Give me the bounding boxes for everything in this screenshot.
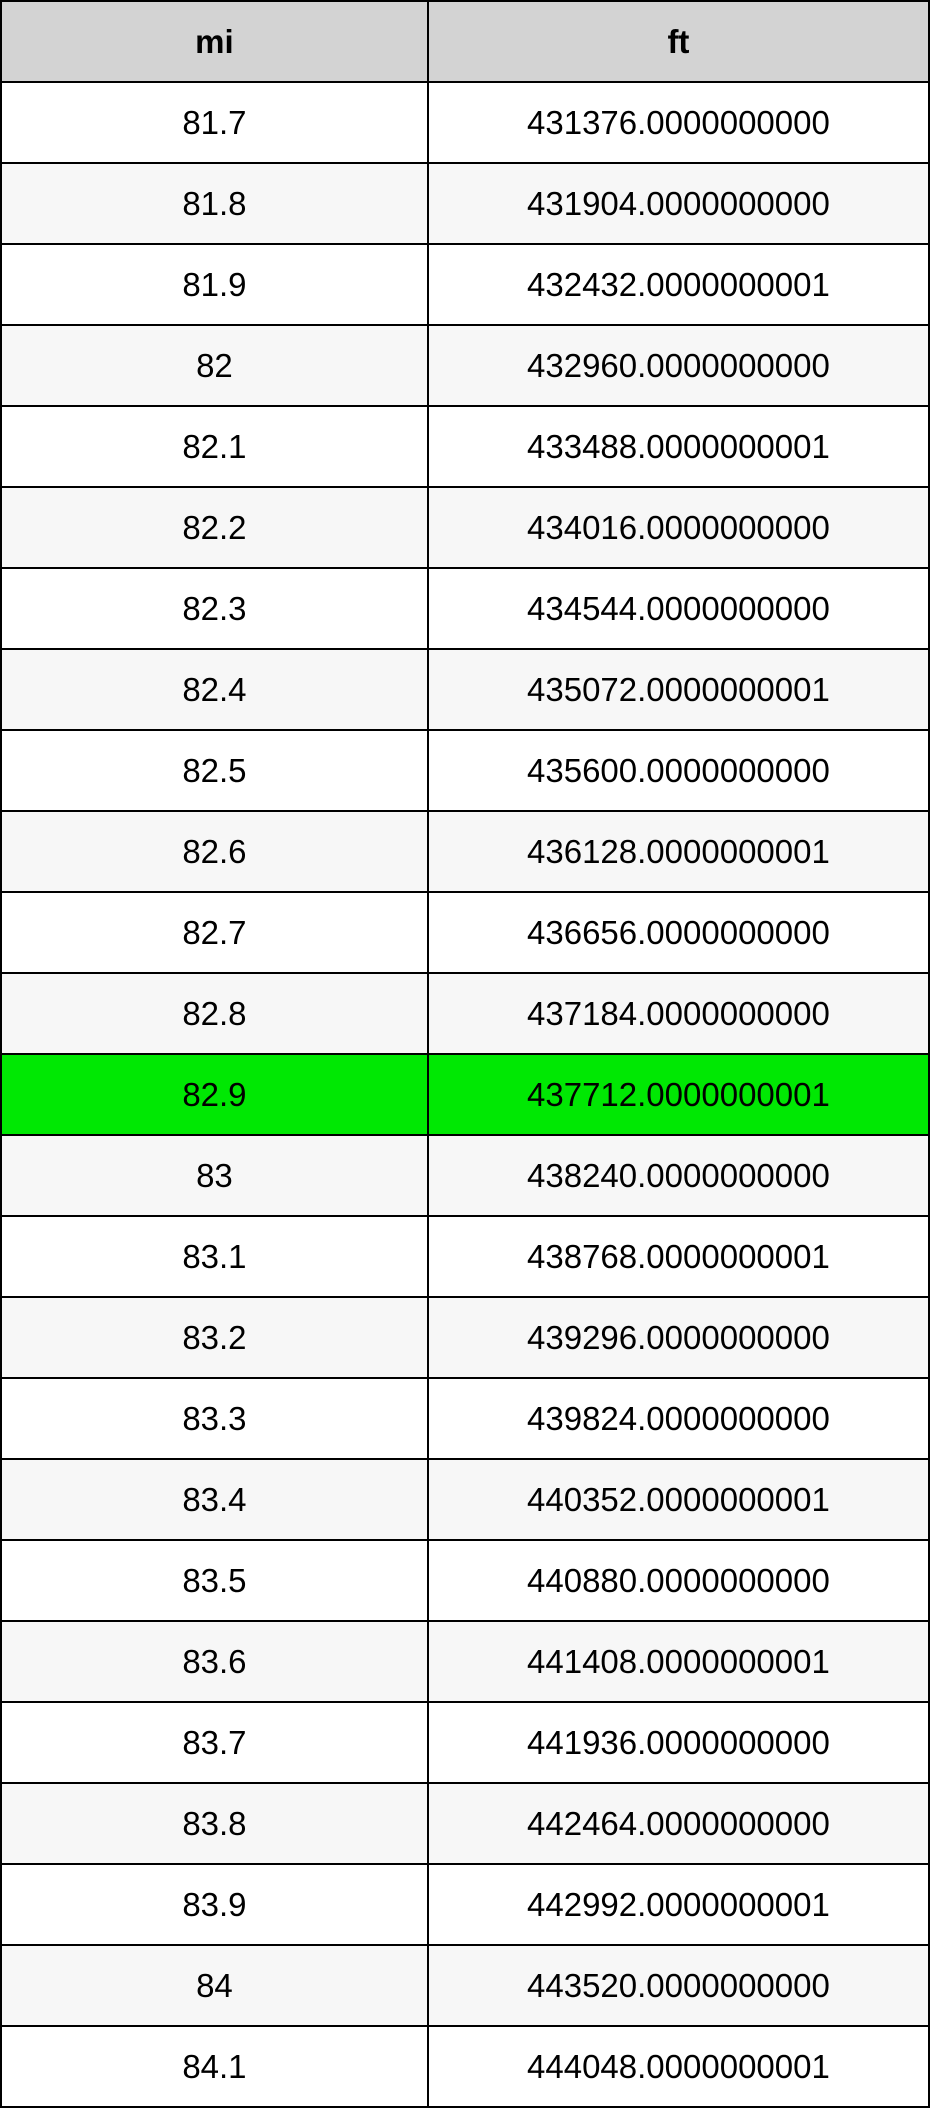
table-row: 84.1444048.0000000001 bbox=[1, 2026, 929, 2107]
table-row: 83.2439296.0000000000 bbox=[1, 1297, 929, 1378]
cell-ft: 443520.0000000000 bbox=[428, 1945, 929, 2026]
table-row: 83438240.0000000000 bbox=[1, 1135, 929, 1216]
cell-ft: 435072.0000000001 bbox=[428, 649, 929, 730]
cell-mi: 83.9 bbox=[1, 1864, 428, 1945]
cell-mi: 82.2 bbox=[1, 487, 428, 568]
cell-mi: 84.1 bbox=[1, 2026, 428, 2107]
cell-mi: 84 bbox=[1, 1945, 428, 2026]
cell-ft: 441408.0000000001 bbox=[428, 1621, 929, 1702]
table-row: 81.9432432.0000000001 bbox=[1, 244, 929, 325]
cell-mi: 83.4 bbox=[1, 1459, 428, 1540]
table-row: 82.9437712.0000000001 bbox=[1, 1054, 929, 1135]
cell-ft: 439824.0000000000 bbox=[428, 1378, 929, 1459]
cell-mi: 81.9 bbox=[1, 244, 428, 325]
table-header-row: mi ft bbox=[1, 1, 929, 82]
table-row: 82.4435072.0000000001 bbox=[1, 649, 929, 730]
cell-mi: 83.8 bbox=[1, 1783, 428, 1864]
cell-ft: 439296.0000000000 bbox=[428, 1297, 929, 1378]
table-row: 83.9442992.0000000001 bbox=[1, 1864, 929, 1945]
column-header-ft: ft bbox=[428, 1, 929, 82]
cell-ft: 432960.0000000000 bbox=[428, 325, 929, 406]
cell-mi: 83.7 bbox=[1, 1702, 428, 1783]
cell-ft: 442464.0000000000 bbox=[428, 1783, 929, 1864]
cell-mi: 82 bbox=[1, 325, 428, 406]
cell-ft: 441936.0000000000 bbox=[428, 1702, 929, 1783]
cell-ft: 437184.0000000000 bbox=[428, 973, 929, 1054]
table-row: 84443520.0000000000 bbox=[1, 1945, 929, 2026]
cell-mi: 83.3 bbox=[1, 1378, 428, 1459]
cell-mi: 82.4 bbox=[1, 649, 428, 730]
table-row: 83.3439824.0000000000 bbox=[1, 1378, 929, 1459]
table-row: 82432960.0000000000 bbox=[1, 325, 929, 406]
table-row: 82.2434016.0000000000 bbox=[1, 487, 929, 568]
table-body: 81.7431376.000000000081.8431904.00000000… bbox=[1, 82, 929, 2107]
cell-mi: 82.8 bbox=[1, 973, 428, 1054]
cell-ft: 433488.0000000001 bbox=[428, 406, 929, 487]
conversion-table: mi ft 81.7431376.000000000081.8431904.00… bbox=[0, 0, 930, 2108]
cell-ft: 431376.0000000000 bbox=[428, 82, 929, 163]
table-row: 83.1438768.0000000001 bbox=[1, 1216, 929, 1297]
table-row: 83.4440352.0000000001 bbox=[1, 1459, 929, 1540]
cell-ft: 436656.0000000000 bbox=[428, 892, 929, 973]
table-row: 83.8442464.0000000000 bbox=[1, 1783, 929, 1864]
table-row: 82.3434544.0000000000 bbox=[1, 568, 929, 649]
cell-mi: 82.6 bbox=[1, 811, 428, 892]
cell-mi: 82.7 bbox=[1, 892, 428, 973]
table-row: 81.8431904.0000000000 bbox=[1, 163, 929, 244]
cell-mi: 82.3 bbox=[1, 568, 428, 649]
cell-mi: 81.8 bbox=[1, 163, 428, 244]
cell-mi: 83.2 bbox=[1, 1297, 428, 1378]
cell-ft: 444048.0000000001 bbox=[428, 2026, 929, 2107]
table-row: 82.5435600.0000000000 bbox=[1, 730, 929, 811]
cell-ft: 431904.0000000000 bbox=[428, 163, 929, 244]
cell-ft: 434544.0000000000 bbox=[428, 568, 929, 649]
cell-ft: 434016.0000000000 bbox=[428, 487, 929, 568]
cell-ft: 435600.0000000000 bbox=[428, 730, 929, 811]
cell-mi: 83 bbox=[1, 1135, 428, 1216]
cell-ft: 437712.0000000001 bbox=[428, 1054, 929, 1135]
table-row: 82.7436656.0000000000 bbox=[1, 892, 929, 973]
cell-mi: 82.5 bbox=[1, 730, 428, 811]
table-row: 81.7431376.0000000000 bbox=[1, 82, 929, 163]
cell-ft: 438768.0000000001 bbox=[428, 1216, 929, 1297]
cell-ft: 432432.0000000001 bbox=[428, 244, 929, 325]
table-row: 82.6436128.0000000001 bbox=[1, 811, 929, 892]
cell-ft: 442992.0000000001 bbox=[428, 1864, 929, 1945]
table-row: 83.7441936.0000000000 bbox=[1, 1702, 929, 1783]
cell-mi: 81.7 bbox=[1, 82, 428, 163]
cell-mi: 82.1 bbox=[1, 406, 428, 487]
table-row: 82.1433488.0000000001 bbox=[1, 406, 929, 487]
cell-ft: 436128.0000000001 bbox=[428, 811, 929, 892]
table-row: 82.8437184.0000000000 bbox=[1, 973, 929, 1054]
cell-mi: 83.6 bbox=[1, 1621, 428, 1702]
table-row: 83.5440880.0000000000 bbox=[1, 1540, 929, 1621]
cell-mi: 82.9 bbox=[1, 1054, 428, 1135]
cell-ft: 440352.0000000001 bbox=[428, 1459, 929, 1540]
column-header-mi: mi bbox=[1, 1, 428, 82]
cell-mi: 83.5 bbox=[1, 1540, 428, 1621]
cell-mi: 83.1 bbox=[1, 1216, 428, 1297]
table-row: 83.6441408.0000000001 bbox=[1, 1621, 929, 1702]
cell-ft: 440880.0000000000 bbox=[428, 1540, 929, 1621]
cell-ft: 438240.0000000000 bbox=[428, 1135, 929, 1216]
